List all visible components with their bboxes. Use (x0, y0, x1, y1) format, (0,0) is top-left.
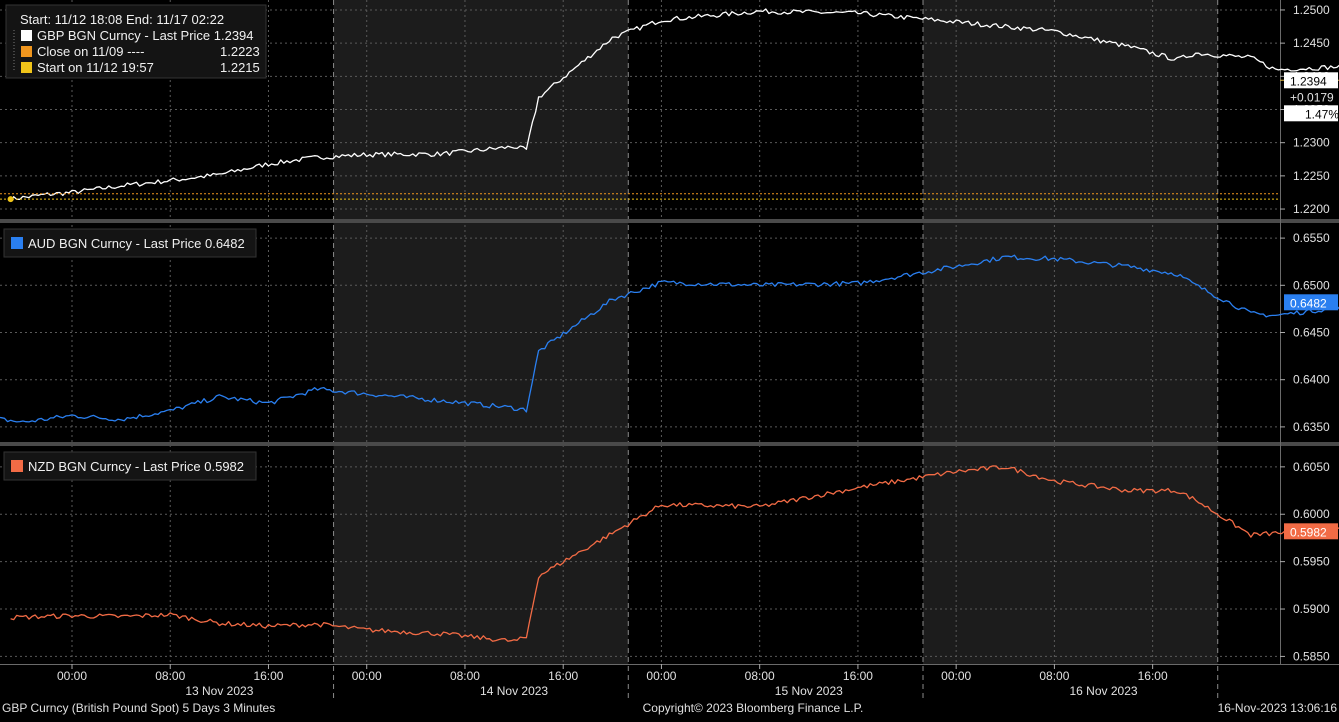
legend-nzd-box (3, 451, 257, 481)
legend-aud: AUD BGN Curncy - Last Price 0.6482 (3, 228, 257, 258)
legend-swatch-nzd (11, 460, 23, 472)
last-price-tag-nzd (1284, 523, 1338, 540)
legend-label-nzd: NZD BGN Curncy - Last Price 0.5982 (28, 459, 244, 474)
x-tick-label-1: 08:00 (155, 669, 185, 683)
y-tick-label-aud-4: 0.6550 (1293, 231, 1330, 245)
x-date-label-0: 13 Nov 2023 (185, 684, 253, 698)
y-tick-label-nzd-2: 0.5950 (1293, 555, 1330, 569)
y-tick-label-gbp-1: 1.2250 (1293, 169, 1330, 183)
x-tick-label-3: 00:00 (352, 669, 382, 683)
last-price-tag-aud (1284, 294, 1338, 311)
x-tick-label-5: 16:00 (548, 669, 578, 683)
legend-label-aud: AUD BGN Curncy - Last Price 0.6482 (28, 236, 245, 251)
series-line-gbp (10, 8, 1339, 202)
last-price-label-aud: 0.6482 (1290, 296, 1327, 310)
legend-swatch-close (21, 46, 32, 57)
y-tick-label-aud-0: 0.6350 (1293, 420, 1330, 434)
x-tick-label-10: 08:00 (1039, 669, 1069, 683)
y-tick-label-nzd-1: 0.5900 (1293, 602, 1330, 616)
x-date-label-2: 15 Nov 2023 (775, 684, 843, 698)
legend-swatch-aud (11, 237, 23, 249)
x-date-label-3: 16 Nov 2023 (1069, 684, 1137, 698)
footer-bar (0, 700, 1339, 717)
legend-aud-box (3, 228, 257, 258)
legend-label-gbp: GBP BGN Curncy - Last Price 1.2394 (37, 28, 254, 43)
footer-right: 16-Nov-2023 13:06:16 (1218, 701, 1338, 715)
change-pct-label-gbp: 1.47% (1305, 107, 1339, 121)
change-pct-tag-gbp (1284, 105, 1338, 122)
legend-swatch-start (21, 62, 32, 73)
x-tick-label-2: 16:00 (253, 669, 283, 683)
series-line-nzd (10, 465, 1339, 642)
panel-divider-1 (0, 219, 1339, 223)
y-tick-label-nzd-4: 0.6050 (1293, 460, 1330, 474)
y-tick-label-aud-2: 0.6450 (1293, 326, 1330, 340)
y-tick-label-aud-3: 0.6500 (1293, 278, 1330, 292)
x-tick-label-4: 08:00 (450, 669, 480, 683)
series-line-aud (0, 254, 1339, 423)
y-tick-label-gbp-6: 1.2500 (1293, 3, 1330, 17)
last-price-label-gbp: 1.2394 (1290, 74, 1327, 88)
x-tick-label-0: 00:00 (57, 669, 87, 683)
footer-center: Copyright© 2023 Bloomberg Finance L.P. (643, 701, 864, 715)
start-marker-dot (7, 196, 14, 203)
y-tick-label-gbp-0: 1.2200 (1293, 202, 1330, 216)
change-label-gbp: +0.0179 (1290, 90, 1334, 104)
legend-gbp-box (5, 4, 267, 79)
x-date-label-1: 14 Nov 2023 (480, 684, 548, 698)
x-tick-label-11: 16:00 (1138, 669, 1168, 683)
footer-left: GBP Curncy (British Pound Spot) 5 Days 3… (2, 701, 275, 715)
x-tick-label-7: 08:00 (745, 669, 775, 683)
legend-label-close: Close on 11/09 ---- (37, 44, 144, 59)
legend-swatch-gbp (21, 30, 32, 41)
last-price-tag-gbp (1284, 72, 1338, 89)
panel-divider-2 (0, 442, 1339, 446)
x-axis-line (0, 664, 1339, 665)
legend-label-start: Start on 11/12 19:57 (37, 60, 154, 75)
y-tick-label-gbp-5: 1.2450 (1293, 36, 1330, 50)
legend-value-close: 1.2223 (220, 44, 260, 59)
legend-nzd: NZD BGN Curncy - Last Price 0.5982 (3, 451, 257, 481)
y-tick-label-nzd-3: 0.6000 (1293, 507, 1330, 521)
y-tick-label-aud-1: 0.6400 (1293, 373, 1330, 387)
x-tick-label-8: 16:00 (843, 669, 873, 683)
y-tick-label-nzd-0: 0.5850 (1293, 649, 1330, 663)
legend-value-start: 1.2215 (220, 60, 260, 75)
x-tick-label-6: 00:00 (646, 669, 676, 683)
y-tick-label-gbp-2: 1.2300 (1293, 136, 1330, 150)
range-text: Start: 11/12 18:08 End: 11/17 02:22 (20, 12, 224, 27)
x-tick-label-9: 00:00 (941, 669, 971, 683)
last-price-label-nzd: 0.5982 (1290, 525, 1327, 539)
